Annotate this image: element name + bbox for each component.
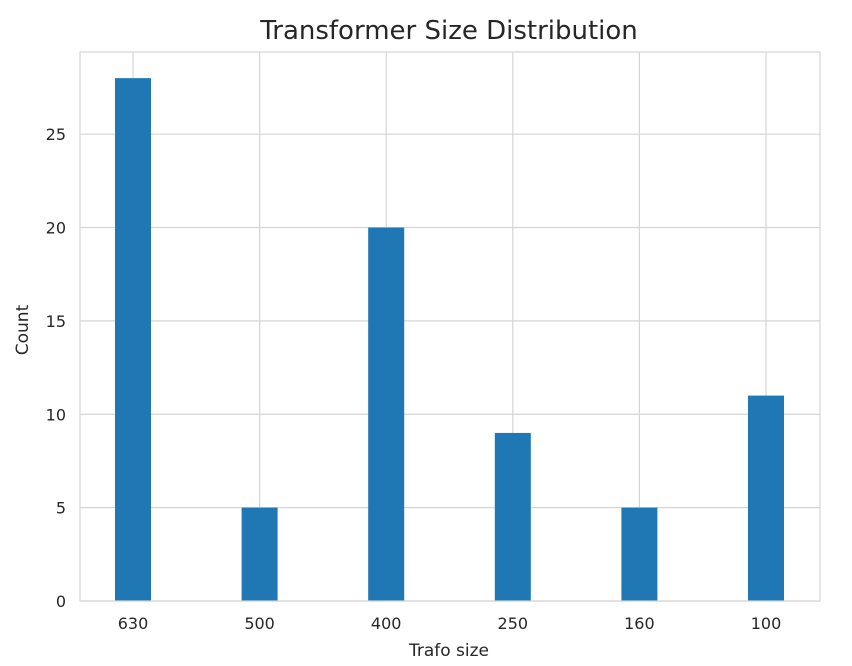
y-tick-label: 5 [56,499,66,518]
x-axis-label: Trafo size [408,641,489,661]
chart-title: Transformer Size Distribution [259,16,638,46]
x-tick-labels: 630 500 400 250 160 100 [118,614,782,633]
plot-area-border [79,51,821,602]
plot-frame [79,51,821,602]
y-tick-label: 25 [46,125,66,144]
bar-500 [241,507,278,601]
x-tick-label-500: 500 [244,614,275,633]
bar-400 [368,227,405,601]
y-tick-labels: 0 5 10 15 20 25 [46,125,66,611]
grid-lines [80,52,820,602]
bars-group [115,78,784,601]
y-tick-label: 15 [46,312,66,331]
y-axis-label: Count [13,304,33,355]
y-tick-label: 10 [46,405,66,424]
bar-630 [115,78,151,601]
x-tick-label-100: 100 [751,614,782,633]
bar-250 [494,432,531,601]
x-tick-label-250: 250 [498,614,529,633]
x-tick-label-160: 160 [624,614,655,633]
bar-100 [748,395,784,601]
bar-160 [621,507,658,601]
y-tick-label: 0 [56,592,66,611]
x-tick-label-630: 630 [118,614,149,633]
x-tick-label-400: 400 [371,614,402,633]
y-tick-label: 20 [46,219,66,238]
